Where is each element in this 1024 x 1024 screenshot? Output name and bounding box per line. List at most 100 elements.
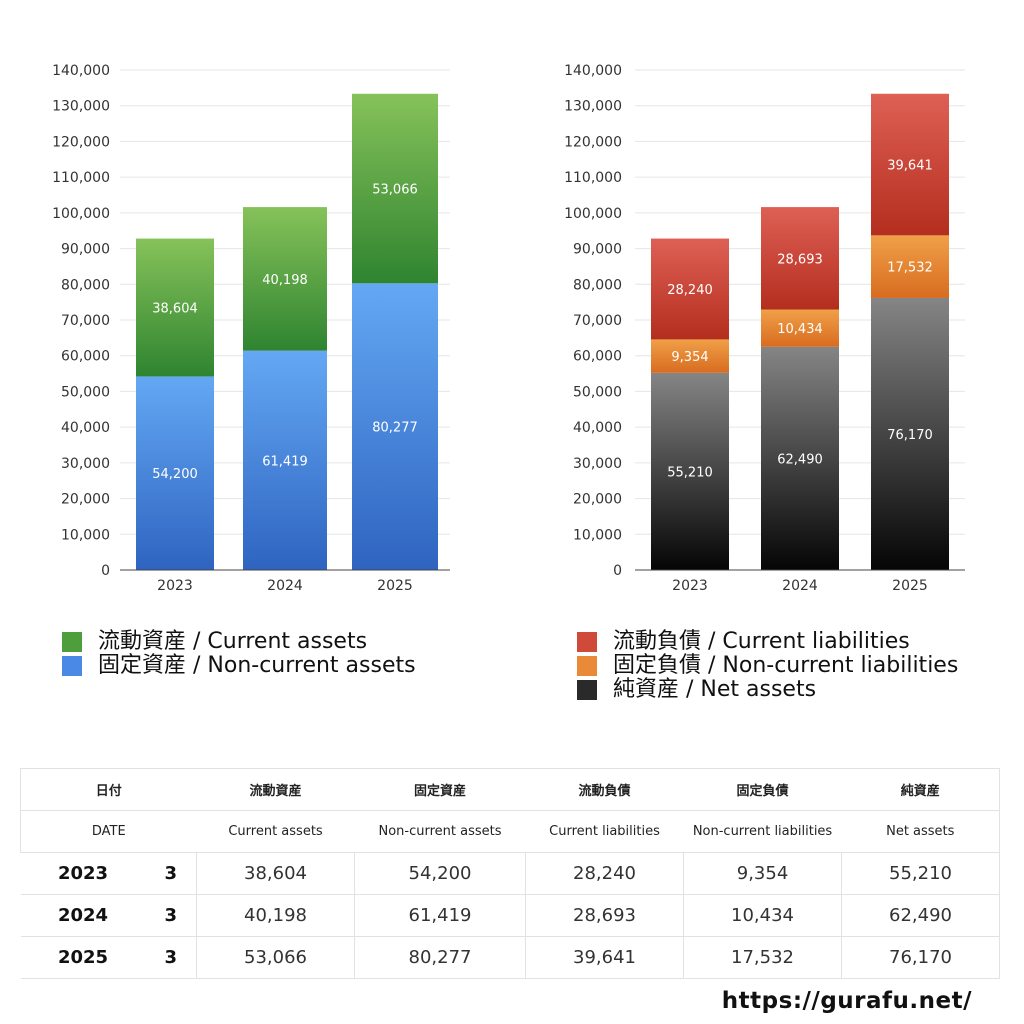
bar-segment [651, 339, 729, 373]
y-tick-label: 80,000 [61, 277, 110, 293]
y-tick-label: 40,000 [573, 420, 622, 436]
data-label: 53,066 [372, 183, 418, 198]
financial-data-table: 日付 流動資産 固定資産 流動負債 固定負債 純資産 DATE Current … [19, 768, 1001, 979]
data-label: 10,434 [777, 322, 823, 337]
legend-item-current-assets: 流動資産 / Current assets [62, 630, 416, 654]
bar-segment [871, 297, 949, 570]
y-tick-label: 90,000 [61, 242, 110, 258]
bar-segment [761, 207, 839, 310]
y-tick-label: 40,000 [61, 420, 110, 436]
row-year: 2024 [20, 894, 146, 937]
bar-segment [871, 93, 949, 236]
cell-non-current-liabilities: 17,532 [683, 936, 843, 979]
y-tick-label: 10,000 [61, 527, 110, 543]
cell-current-assets: 38,604 [196, 852, 356, 895]
y-tick-label: 20,000 [573, 492, 622, 508]
row-year: 2023 [20, 852, 146, 895]
header-date-en: DATE [19, 810, 197, 853]
header-non-current-assets-jp: 固定資産 [354, 768, 526, 811]
bar-segment [871, 235, 949, 298]
cell-net-assets: 62,490 [841, 894, 1001, 937]
assets-legend: 流動資産 / Current assets 固定資産 / Non-current… [62, 630, 416, 678]
y-tick-label: 130,000 [52, 99, 110, 115]
y-tick-label: 110,000 [52, 170, 110, 186]
y-tick-label: 110,000 [564, 170, 622, 186]
legend-label-net-assets: 純資産 / Net assets [613, 677, 817, 702]
cell-current-assets: 40,198 [196, 894, 356, 937]
bar-segment [651, 372, 729, 570]
header-current-assets-en: Current assets [196, 810, 355, 853]
table-header-row-en: DATE Current assets Non-current assets C… [19, 810, 1001, 853]
cell-current-assets: 53,066 [196, 936, 356, 979]
y-tick-label: 70,000 [573, 313, 622, 329]
y-tick-label: 30,000 [61, 456, 110, 472]
assets-chart: 0 10,000 20,000 30,000 40,000 50,000 60,000 70,… [52, 63, 450, 594]
cell-current-liabilities: 28,240 [525, 852, 685, 895]
cell-non-current-assets: 54,200 [354, 852, 527, 895]
x-tick-label: 2023 [672, 578, 708, 594]
x-tick-label: 2023 [157, 578, 193, 594]
bar-segment [761, 309, 839, 347]
cell-net-assets: 76,170 [841, 936, 1001, 979]
y-tick-label: 50,000 [61, 384, 110, 400]
data-label: 62,490 [777, 452, 823, 467]
bar-segment [761, 346, 839, 570]
liabilities-legend: 流動負債 / Current liabilities 固定負債 / Non-cu… [577, 630, 958, 702]
y-tick-label: 60,000 [61, 349, 110, 365]
cell-non-current-liabilities: 10,434 [683, 894, 843, 937]
legend-label-current-assets: 流動資産 / Current assets [98, 629, 368, 654]
data-label: 38,604 [152, 301, 198, 316]
data-label: 39,641 [887, 159, 933, 174]
data-label: 54,200 [152, 467, 198, 482]
header-net-assets-jp: 純資産 [841, 768, 1001, 811]
y-tick-label: 30,000 [573, 456, 622, 472]
cell-non-current-assets: 61,419 [354, 894, 527, 937]
y-tick-label: 0 [613, 563, 622, 579]
row-month: 3 [145, 894, 198, 937]
legend-label-non-current-assets: 固定資産 / Non-current assets [98, 653, 416, 678]
cell-non-current-liabilities: 9,354 [683, 852, 843, 895]
row-year: 2025 [20, 936, 146, 979]
bar-segment [243, 350, 327, 570]
data-label: 61,419 [262, 454, 308, 469]
legend-swatch-current-assets [62, 632, 82, 652]
legend-item-current-liabilities: 流動負債 / Current liabilities [577, 630, 958, 654]
legend-item-non-current-assets: 固定資産 / Non-current assets [62, 654, 416, 678]
data-label: 76,170 [887, 428, 933, 443]
legend-swatch-non-current-assets [62, 656, 82, 676]
y-tick-label: 80,000 [573, 277, 622, 293]
y-tick-label: 140,000 [564, 63, 622, 79]
header-current-liabilities-en: Current liabilities [525, 810, 684, 853]
legend-swatch-current-liabilities [577, 632, 597, 652]
cell-current-liabilities: 39,641 [525, 936, 685, 979]
y-tick-label: 60,000 [573, 349, 622, 365]
y-tick-label: 20,000 [61, 492, 110, 508]
bar-segment [136, 238, 214, 377]
table-row: 2023 3 38,604 54,200 28,240 9,354 55,210 [20, 852, 1001, 895]
charts-canvas: 0 10,000 20,000 30,000 40,000 50,000 60,000 70,… [52, 63, 965, 594]
site-url[interactable]: https://gurafu.net/ [721, 988, 972, 1014]
x-tick-label: 2025 [892, 578, 928, 594]
x-tick-label: 2024 [267, 578, 303, 594]
data-label: 80,277 [372, 421, 418, 436]
y-tick-label: 50,000 [573, 384, 622, 400]
header-current-liabilities-jp: 流動負債 [525, 768, 684, 811]
bar-segment [352, 283, 438, 570]
header-non-current-liabilities-en: Non-current liabilities [683, 810, 842, 853]
header-non-current-liabilities-jp: 固定負債 [683, 768, 842, 811]
cell-net-assets: 55,210 [841, 852, 1001, 895]
table-row: 2024 3 40,198 61,419 28,693 10,434 62,49… [20, 894, 1001, 937]
y-tick-label: 0 [101, 563, 110, 579]
legend-swatch-net-assets [577, 680, 597, 700]
table-row: 2025 3 53,066 80,277 39,641 17,532 76,17… [20, 936, 1001, 979]
bar-segment [136, 376, 214, 570]
x-tick-label: 2024 [782, 578, 818, 594]
y-tick-label: 90,000 [573, 242, 622, 258]
y-tick-label: 120,000 [564, 134, 622, 150]
y-tick-label: 70,000 [61, 313, 110, 329]
legend-item-net-assets: 純資産 / Net assets [577, 678, 958, 702]
header-date-jp: 日付 [19, 768, 197, 811]
header-current-assets-jp: 流動資産 [196, 768, 355, 811]
cell-non-current-assets: 80,277 [354, 936, 527, 979]
data-label: 28,693 [777, 252, 823, 267]
